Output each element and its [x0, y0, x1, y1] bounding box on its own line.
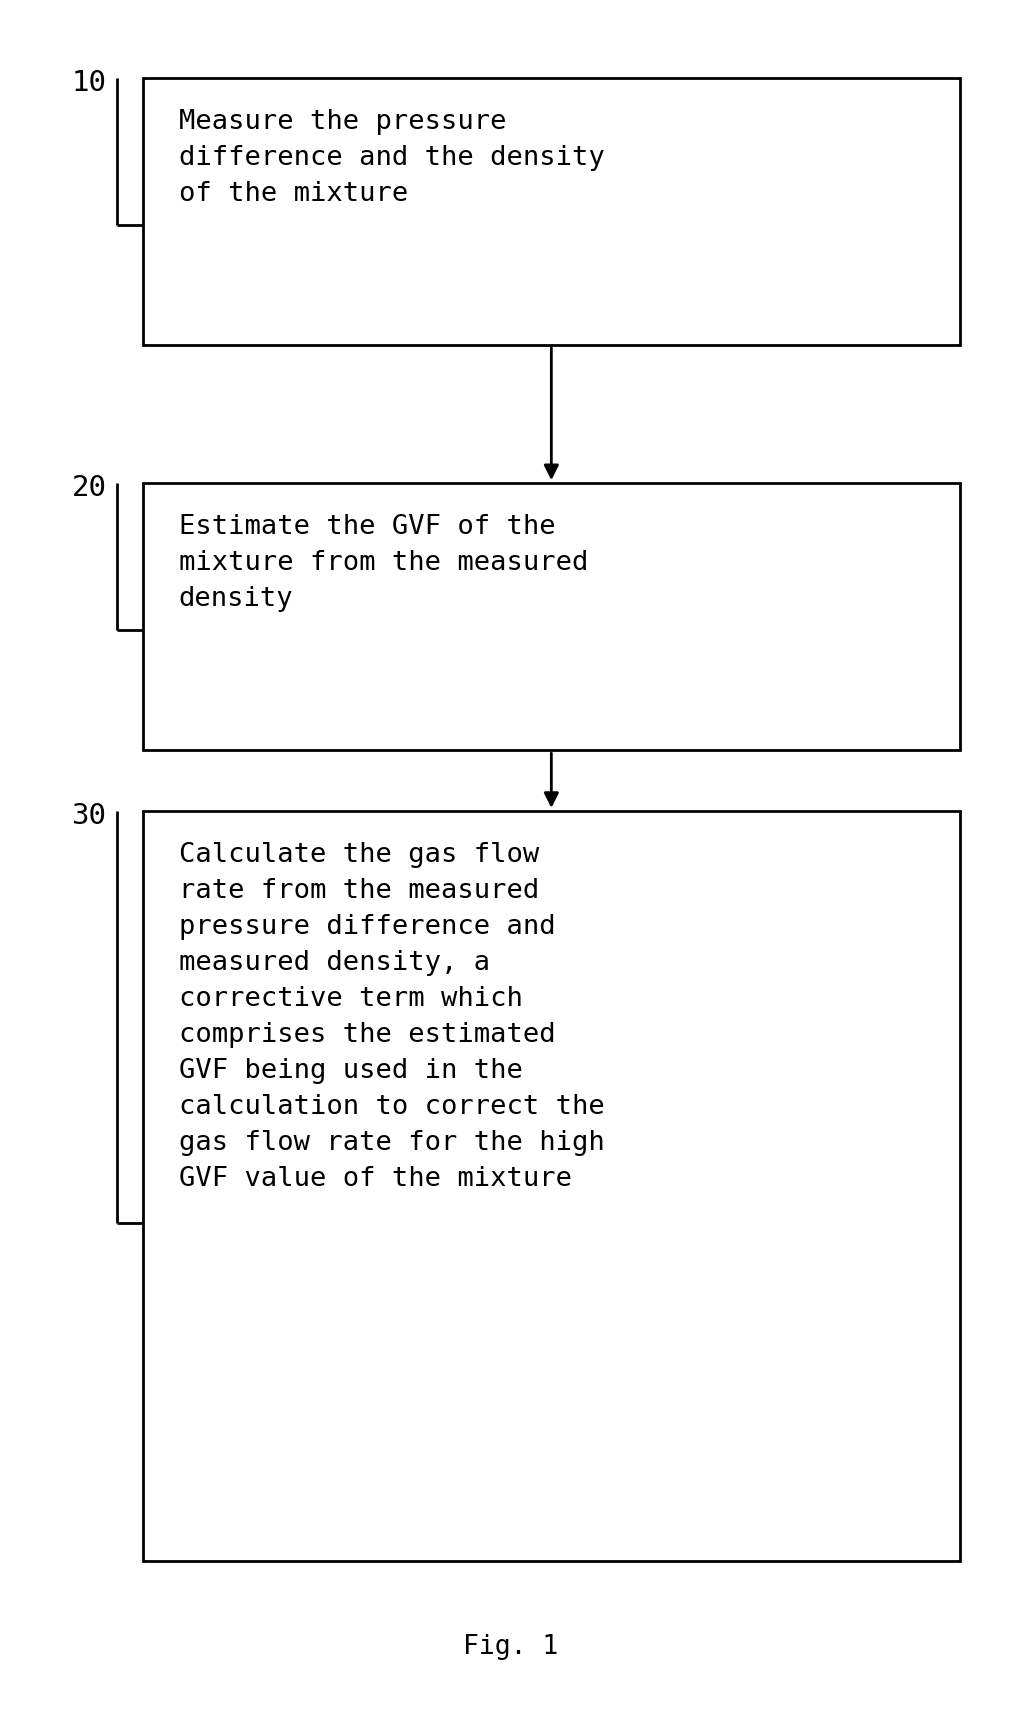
Text: 30: 30	[71, 802, 106, 830]
Bar	[143, 811, 960, 1561]
Text: Measure the pressure
difference and the density
of the mixture: Measure the pressure difference and the …	[179, 109, 604, 207]
Text: Estimate the GVF of the
mixture from the measured
density: Estimate the GVF of the mixture from the…	[179, 514, 588, 612]
Bar	[143, 483, 960, 750]
Text: Calculate the gas flow
rate from the measured
pressure difference and
measured d: Calculate the gas flow rate from the mea…	[179, 842, 604, 1192]
Bar	[143, 78, 960, 345]
Text: 20: 20	[71, 474, 106, 502]
Text: 10: 10	[71, 69, 106, 97]
Text: Fig. 1: Fig. 1	[463, 1634, 558, 1661]
